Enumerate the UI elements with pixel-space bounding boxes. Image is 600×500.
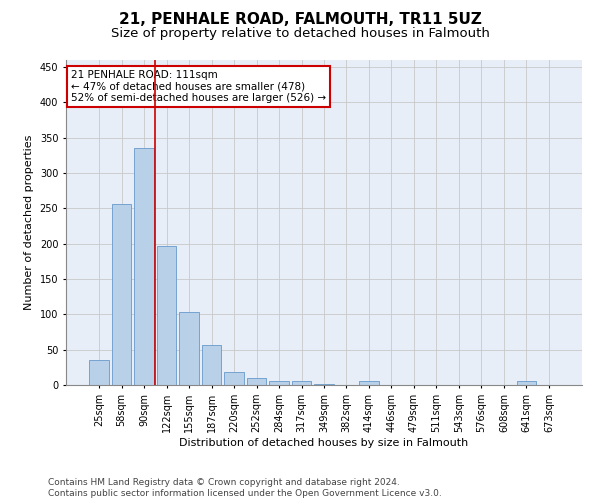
Bar xyxy=(112,204,131,385)
Bar xyxy=(247,378,266,385)
Bar xyxy=(269,381,289,385)
Bar xyxy=(224,372,244,385)
X-axis label: Distribution of detached houses by size in Falmouth: Distribution of detached houses by size … xyxy=(179,438,469,448)
Bar xyxy=(202,344,221,385)
Text: Size of property relative to detached houses in Falmouth: Size of property relative to detached ho… xyxy=(110,28,490,40)
Bar xyxy=(314,384,334,385)
Bar xyxy=(359,382,379,385)
Bar xyxy=(134,148,154,385)
Bar xyxy=(292,382,311,385)
Bar xyxy=(179,312,199,385)
Text: 21, PENHALE ROAD, FALMOUTH, TR11 5UZ: 21, PENHALE ROAD, FALMOUTH, TR11 5UZ xyxy=(119,12,481,28)
Bar xyxy=(89,360,109,385)
Y-axis label: Number of detached properties: Number of detached properties xyxy=(24,135,34,310)
Text: 21 PENHALE ROAD: 111sqm
← 47% of detached houses are smaller (478)
52% of semi-d: 21 PENHALE ROAD: 111sqm ← 47% of detache… xyxy=(71,70,326,103)
Text: Contains HM Land Registry data © Crown copyright and database right 2024.
Contai: Contains HM Land Registry data © Crown c… xyxy=(48,478,442,498)
Bar xyxy=(157,246,176,385)
Bar xyxy=(517,382,536,385)
